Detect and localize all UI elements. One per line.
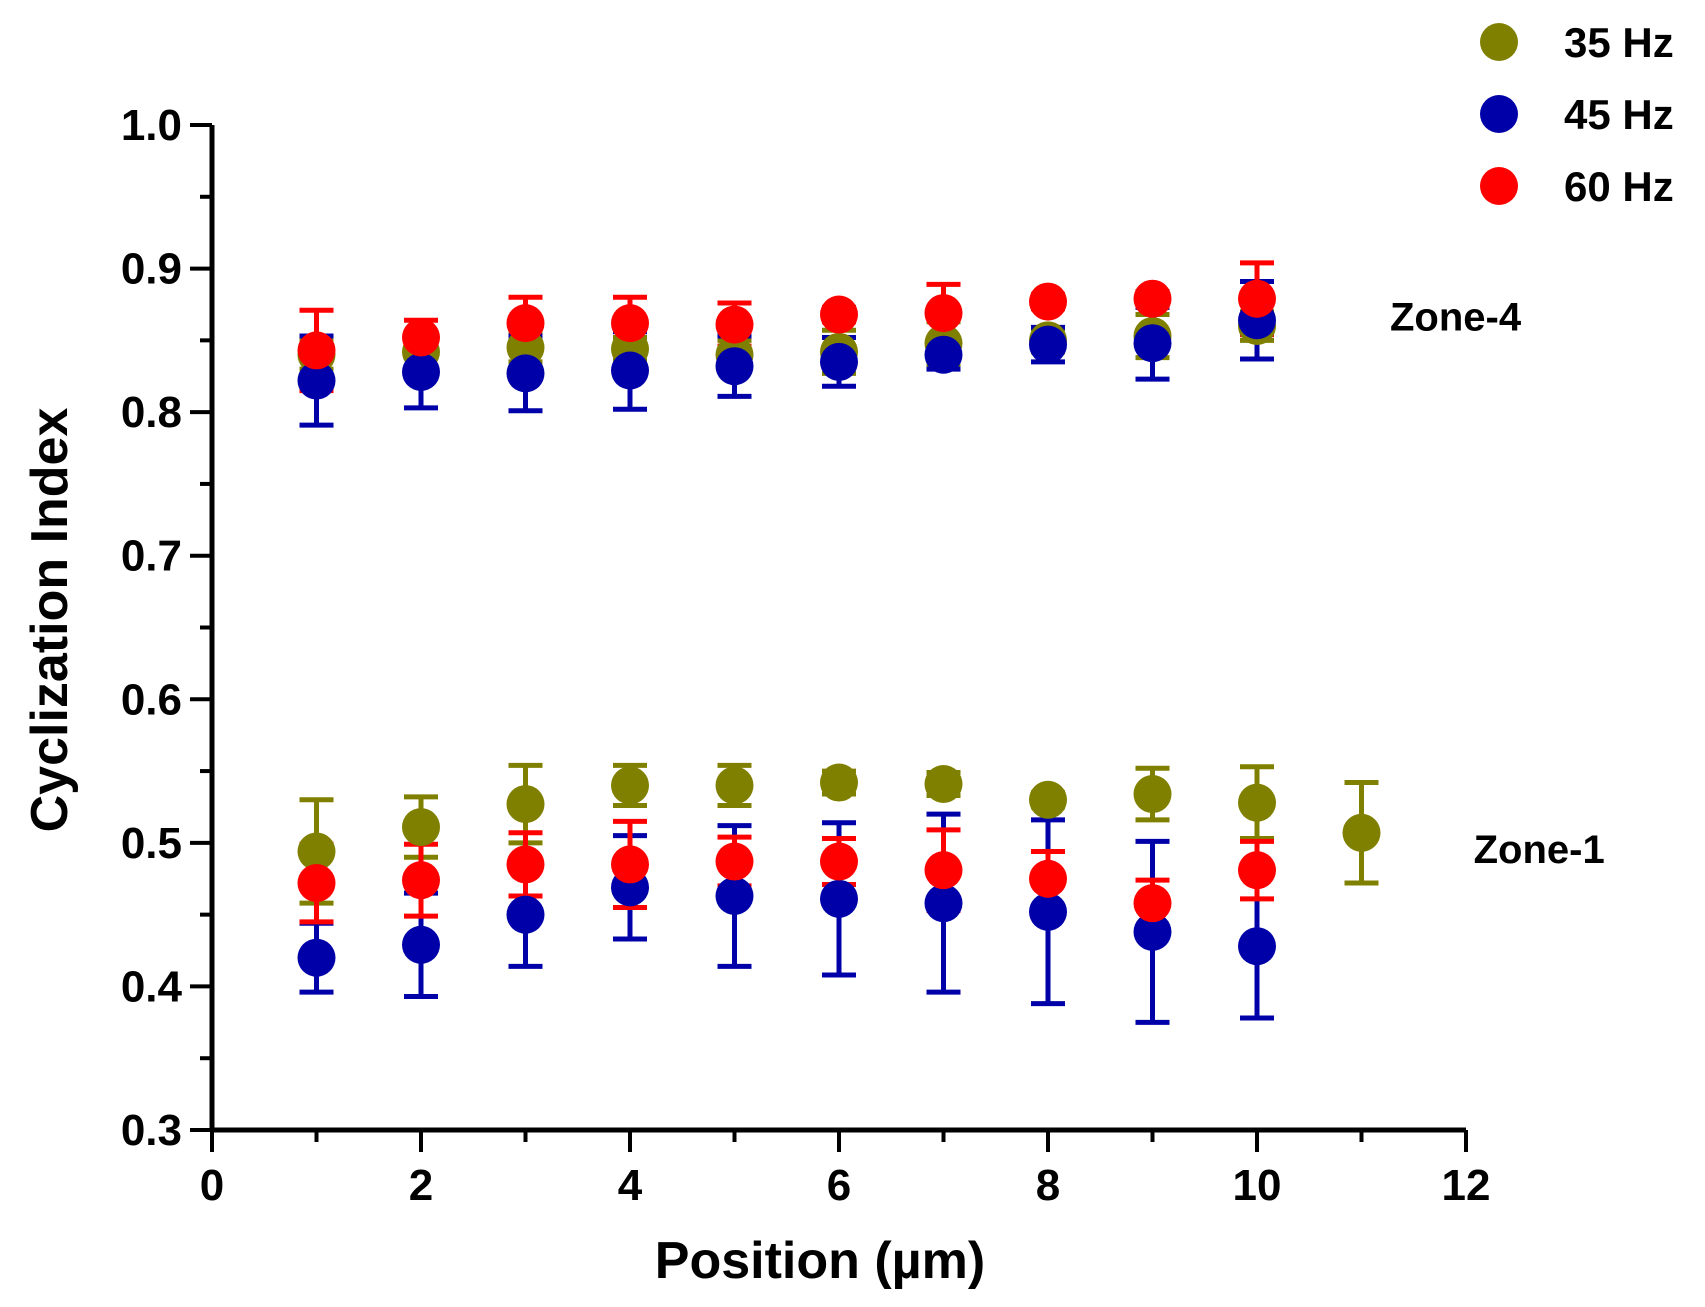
data-point bbox=[924, 335, 963, 374]
data-point bbox=[924, 294, 963, 333]
y-tick-label: 0.7 bbox=[121, 532, 182, 581]
legend-label: 45 Hz bbox=[1564, 91, 1674, 138]
y-tick-label: 0.8 bbox=[121, 388, 182, 437]
y-axis-title: Cyclization Index bbox=[21, 408, 79, 833]
data-point bbox=[1342, 813, 1381, 852]
y-tick-label: 0.3 bbox=[121, 1106, 182, 1155]
zone-annotations: Zone-4 Zone-1 bbox=[1390, 295, 1605, 872]
data-point bbox=[402, 318, 440, 357]
data-point bbox=[611, 766, 649, 805]
data-point bbox=[1133, 912, 1172, 951]
data-point bbox=[1133, 884, 1172, 923]
data-point bbox=[402, 861, 440, 900]
data-point bbox=[506, 304, 545, 343]
data-point bbox=[297, 361, 336, 400]
data-point bbox=[1029, 325, 1067, 364]
axis-labels: Position (µm) Cyclization Index bbox=[21, 408, 985, 1290]
data-point bbox=[715, 842, 754, 881]
data-point bbox=[402, 925, 440, 964]
x-tick-label: 10 bbox=[1233, 1161, 1282, 1210]
legend-item: 35 Hz bbox=[1480, 19, 1674, 66]
zone-label: Zone-1 bbox=[1474, 828, 1605, 872]
data-point bbox=[506, 785, 545, 824]
x-tick-label: 2 bbox=[409, 1161, 433, 1210]
legend-item: 60 Hz bbox=[1480, 163, 1674, 210]
data-point bbox=[820, 295, 858, 334]
x-tick-label: 6 bbox=[827, 1161, 851, 1210]
data-point bbox=[1133, 775, 1172, 814]
data-point bbox=[1238, 279, 1276, 318]
data-point bbox=[402, 352, 440, 391]
data-point bbox=[820, 879, 858, 918]
legend-label: 60 Hz bbox=[1564, 163, 1674, 210]
data-point bbox=[297, 832, 336, 871]
data-point bbox=[715, 766, 754, 805]
data-point bbox=[1238, 783, 1276, 822]
axes bbox=[209, 125, 1466, 1133]
y-tick-label: 0.5 bbox=[121, 819, 182, 868]
data-point bbox=[506, 845, 545, 884]
x-axis-title: Position (µm) bbox=[655, 1232, 985, 1290]
data-point bbox=[297, 331, 336, 370]
y-tick-label: 1.0 bbox=[121, 101, 182, 150]
data-point bbox=[715, 347, 754, 386]
data-point bbox=[1238, 851, 1276, 890]
data-point bbox=[715, 876, 754, 915]
legend-marker bbox=[1480, 167, 1518, 205]
axis-ticks: 0.3 0.4 0.5 0.6 0.7 0.8 0.9 1.0 0 2 4 6 8 10 12 bbox=[121, 101, 1491, 1210]
data-point bbox=[1029, 282, 1067, 321]
data-point bbox=[820, 763, 858, 802]
data-point bbox=[924, 884, 963, 923]
data-point bbox=[820, 342, 858, 381]
x-tick-label: 12 bbox=[1442, 1161, 1491, 1210]
data-point bbox=[1029, 892, 1067, 931]
data-point bbox=[297, 938, 336, 977]
data-point bbox=[611, 845, 649, 884]
data-point bbox=[1133, 279, 1172, 318]
x-tick-label: 8 bbox=[1036, 1161, 1060, 1210]
data-point bbox=[1133, 324, 1172, 363]
legend-label: 35 Hz bbox=[1564, 19, 1674, 66]
data-point bbox=[402, 808, 440, 847]
data-point bbox=[1029, 859, 1067, 898]
data-point bbox=[715, 305, 754, 344]
data-point bbox=[924, 851, 963, 890]
legend-item: 45 Hz bbox=[1480, 91, 1674, 138]
y-tick-label: 0.4 bbox=[121, 962, 183, 1011]
zone-label: Zone-4 bbox=[1390, 295, 1522, 339]
data-point bbox=[924, 764, 963, 803]
y-tick-label: 0.6 bbox=[121, 675, 182, 724]
legend-marker bbox=[1480, 23, 1518, 61]
data-point bbox=[506, 354, 545, 393]
data-point bbox=[297, 864, 336, 903]
x-tick-label: 0 bbox=[200, 1161, 224, 1210]
legend-marker bbox=[1480, 95, 1518, 133]
data-point bbox=[611, 304, 649, 343]
data-point bbox=[820, 842, 858, 881]
data-point bbox=[1238, 927, 1276, 966]
y-tick-label: 0.9 bbox=[121, 245, 182, 294]
legend: 35 Hz 45 Hz 60 Hz bbox=[1480, 19, 1674, 210]
data-point bbox=[611, 351, 649, 390]
data-points bbox=[297, 279, 1381, 977]
data-point bbox=[506, 895, 545, 934]
x-tick-label: 4 bbox=[618, 1161, 643, 1210]
data-point bbox=[1029, 780, 1067, 819]
